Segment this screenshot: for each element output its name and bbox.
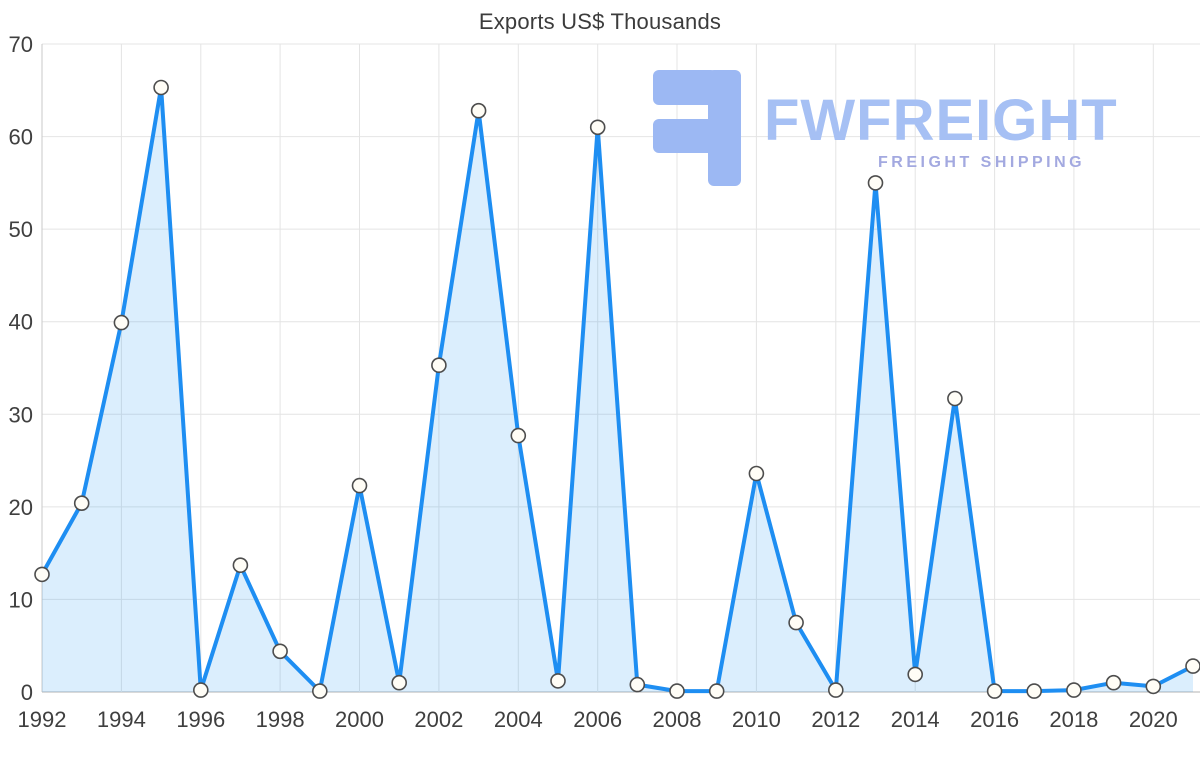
y-tick-label: 50 (9, 217, 33, 242)
data-point (708, 683, 725, 699)
data-point (391, 674, 408, 691)
x-tick-label: 1996 (176, 707, 225, 732)
data-point (669, 683, 685, 699)
x-tick-label: 2008 (653, 707, 702, 732)
area-fill (42, 87, 1193, 692)
data-point (629, 676, 646, 693)
x-tick-label: 2014 (891, 707, 940, 732)
data-point (1066, 682, 1082, 698)
data-point (1185, 658, 1200, 674)
data-point (827, 682, 844, 698)
data-point (550, 673, 566, 689)
data-point (986, 683, 1003, 699)
data-point (232, 557, 249, 574)
y-tick-label: 40 (9, 310, 33, 335)
y-tick-label: 60 (9, 125, 33, 150)
data-point (470, 102, 487, 119)
data-point (907, 666, 924, 683)
data-point (351, 477, 368, 494)
data-point (748, 465, 765, 482)
data-point (589, 119, 606, 136)
x-tick-label: 1994 (97, 707, 146, 732)
y-tick-label: 0 (21, 680, 33, 705)
x-tick-label: 1992 (18, 707, 67, 732)
x-tick-label: 1998 (256, 707, 305, 732)
x-tick-label: 2000 (335, 707, 384, 732)
x-tick-label: 2018 (1049, 707, 1098, 732)
x-tick-label: 2016 (970, 707, 1019, 732)
data-point (1105, 674, 1122, 691)
data-point (272, 643, 288, 660)
data-point (510, 427, 527, 444)
data-point (431, 357, 447, 374)
data-point (113, 314, 130, 331)
data-point (73, 495, 90, 512)
y-tick-label: 70 (9, 32, 33, 57)
data-point (311, 683, 328, 699)
y-tick-label: 10 (9, 587, 33, 612)
x-tick-label: 2006 (573, 707, 622, 732)
y-tick-label: 30 (9, 402, 33, 427)
data-point (1145, 678, 1162, 695)
x-tick-label: 2012 (811, 707, 860, 732)
x-tick-label: 2004 (494, 707, 543, 732)
data-point (34, 566, 50, 583)
data-point (193, 682, 209, 698)
y-tick-label: 20 (9, 495, 33, 520)
x-tick-label: 2010 (732, 707, 781, 732)
chart-title: Exports US$ Thousands (478, 9, 722, 34)
data-point (947, 390, 963, 407)
data-point (153, 79, 169, 96)
data-point (867, 175, 884, 191)
data-point (1026, 683, 1042, 699)
x-tick-label: 2020 (1129, 707, 1178, 732)
x-tick-label: 2002 (414, 707, 463, 732)
data-point (788, 614, 804, 631)
